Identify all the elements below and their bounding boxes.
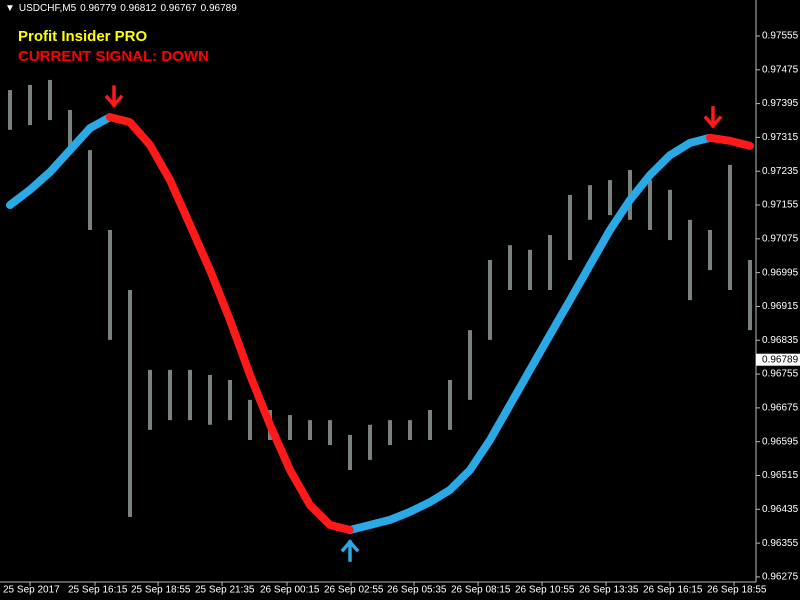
x-tick-label: 26 Sep 00:15	[260, 585, 320, 596]
indicator-line	[346, 133, 714, 535]
y-tick-label: 0.97475	[762, 64, 799, 75]
x-tick-label: 25 Sep 16:15	[68, 585, 128, 596]
price-bar	[368, 424, 372, 460]
price-bar	[288, 415, 292, 440]
y-tick-label: 0.97155	[762, 200, 799, 211]
price-bar	[408, 420, 412, 440]
price-bar	[328, 420, 332, 446]
price-bar	[388, 420, 392, 446]
y-tick-label: 0.96435	[762, 504, 799, 515]
y-tick-label: 0.96515	[762, 470, 799, 481]
price-bar	[188, 369, 192, 421]
current-price-label: 0.96789	[762, 354, 799, 365]
price-bar	[428, 409, 432, 440]
price-bar	[568, 194, 572, 260]
x-tick-label: 26 Sep 16:15	[643, 585, 703, 596]
indicator-line	[106, 113, 354, 535]
price-bar	[228, 379, 232, 421]
y-tick-label: 0.96355	[762, 538, 799, 549]
price-bar	[168, 369, 172, 421]
price-bar	[648, 180, 652, 230]
price-bar	[108, 229, 112, 340]
price-bar	[608, 180, 612, 216]
x-tick-label: 26 Sep 02:55	[324, 585, 384, 596]
x-tick-label: 26 Sep 08:15	[451, 585, 511, 596]
indicator-title: Profit Insider PRO	[18, 28, 148, 45]
x-tick-label: 25 Sep 2017	[3, 585, 60, 596]
signal-arrow	[340, 539, 360, 562]
price-bar	[208, 374, 212, 425]
price-bar	[308, 420, 312, 440]
price-bar	[548, 235, 552, 290]
price-bar	[68, 109, 72, 151]
price-bar	[28, 85, 32, 126]
current-price-box	[756, 353, 800, 366]
price-bar	[588, 185, 592, 220]
y-tick-label: 0.96995	[762, 267, 799, 278]
x-tick-label: 25 Sep 21:35	[195, 585, 255, 596]
y-tick-label: 0.96595	[762, 436, 799, 447]
menu-triangle[interactable]: ▼	[5, 3, 15, 14]
y-tick-label: 0.96915	[762, 301, 799, 312]
header: ▼ USDCHF,M5 0.96779 0.96812 0.96767 0.96789	[5, 3, 241, 14]
price: 0.96779	[80, 3, 117, 14]
indicator-line	[706, 133, 754, 150]
y-tick-label: 0.97075	[762, 233, 799, 244]
price: 0.96767	[160, 3, 197, 14]
y-tick-label: 0.97395	[762, 98, 799, 109]
price-bar	[248, 399, 252, 440]
price-bar	[488, 259, 492, 340]
signal-arrow	[703, 106, 723, 129]
x-tick-label: 26 Sep 05:35	[387, 585, 447, 596]
y-tick-label: 0.97315	[762, 132, 799, 143]
indicator-line	[6, 113, 114, 210]
price-bar	[468, 330, 472, 400]
x-tick-label: 26 Sep 18:55	[707, 585, 767, 596]
price-bar	[688, 219, 692, 301]
price-bar	[508, 245, 512, 290]
price-bar	[728, 164, 732, 290]
price-bar	[448, 379, 452, 430]
y-tick-label: 0.96835	[762, 335, 799, 346]
price-bar	[88, 150, 92, 230]
y-tick-label: 0.96675	[762, 403, 799, 414]
price-bar	[748, 259, 752, 331]
price-bar	[708, 229, 712, 271]
x-tick-label: 26 Sep 13:35	[579, 585, 639, 596]
price-bar	[8, 90, 12, 130]
price: 0.96812	[120, 3, 157, 14]
price-bar	[48, 79, 52, 121]
y-tick-label: 0.96275	[762, 572, 799, 583]
x-tick-label: 26 Sep 10:55	[515, 585, 575, 596]
signal-text: CURRENT SIGNAL: DOWN	[18, 48, 209, 65]
price-bar	[528, 249, 532, 290]
y-tick-label: 0.97235	[762, 166, 799, 177]
symbol: USDCHF,M5	[18, 3, 77, 14]
price-bar	[128, 289, 132, 517]
y-tick-label: 0.96755	[762, 369, 799, 380]
x-tick-label: 25 Sep 18:55	[131, 585, 191, 596]
price-bar	[348, 434, 352, 471]
signal-arrow	[104, 85, 124, 108]
price-bar	[668, 189, 672, 241]
y-tick-label: 0.97555	[762, 31, 799, 42]
price-bar	[148, 369, 152, 430]
price: 0.96789	[200, 3, 237, 14]
